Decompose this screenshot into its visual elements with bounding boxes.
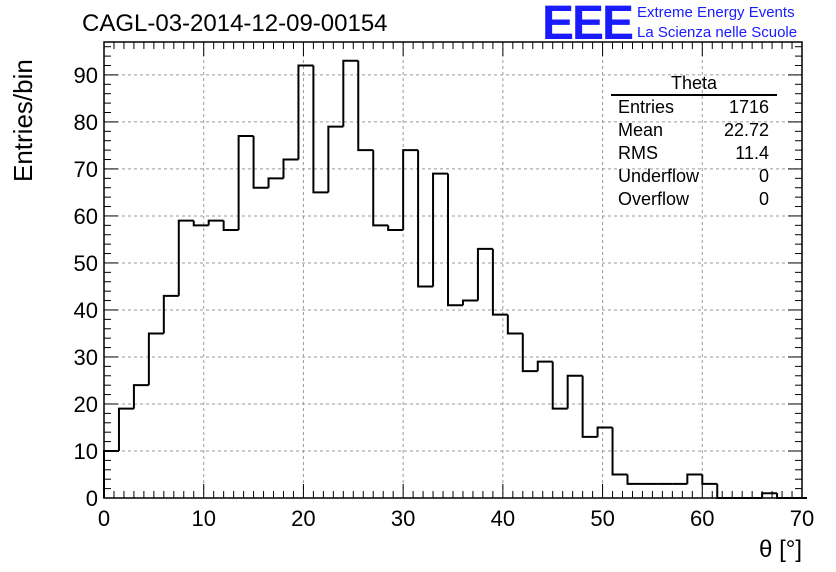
- stats-title: Theta: [611, 74, 777, 96]
- histogram-bin: [447, 173, 463, 307]
- stats-row-overflow: Overflow 0: [611, 188, 777, 211]
- histogram-bin: [402, 149, 419, 231]
- stats-label: Overflow: [618, 189, 690, 209]
- y-tick-label: 40: [74, 298, 98, 323]
- histogram-bin: [596, 426, 613, 437]
- logo-line-2: La Scienza nelle Scuole: [637, 24, 798, 41]
- histogram-bin: [491, 248, 508, 316]
- y-tick-label: 20: [74, 392, 98, 417]
- histogram-bin: [282, 158, 299, 179]
- histogram-bin: [297, 64, 314, 160]
- y-tick-label: 80: [74, 110, 98, 135]
- histogram-bin: [132, 384, 149, 409]
- histogram-bin: [701, 474, 718, 485]
- histogram-bin: [476, 247, 493, 301]
- histogram-bin: [686, 473, 703, 484]
- stats-label: Entries: [618, 97, 675, 117]
- y-tick-label: 30: [74, 345, 98, 370]
- histogram-bin: [461, 299, 478, 306]
- histogram-bin: [716, 483, 733, 499]
- stats-row-underflow: Underflow 0: [611, 165, 777, 188]
- histogram-bin: [267, 177, 284, 188]
- histogram-bin: [566, 374, 583, 409]
- grid-lines: [104, 42, 802, 498]
- histogram-bin: [222, 220, 239, 232]
- x-tick-label: 40: [491, 506, 515, 531]
- logo-line-1: Extreme Energy Events: [637, 4, 795, 21]
- stats-value: 22.72: [723, 120, 769, 140]
- x-tick-label: 0: [98, 506, 110, 531]
- stats-value: 0: [758, 189, 769, 209]
- y-tick-label: 70: [74, 157, 98, 182]
- histogram-bin: [417, 150, 434, 288]
- histogram-bin: [506, 314, 523, 335]
- x-tick-label: 50: [590, 506, 614, 531]
- histogram-bin: [387, 225, 404, 232]
- histogram-bin: [312, 65, 329, 194]
- stats-row-entries: Entries 1716: [611, 96, 777, 119]
- stats-label: RMS: [618, 143, 658, 163]
- stats-label: Mean: [618, 120, 664, 140]
- histogram-bin: [432, 172, 449, 287]
- y-tick-label: 90: [74, 63, 98, 88]
- histogram-bin: [147, 332, 164, 386]
- histogram-steps: [103, 59, 807, 499]
- y-tick-label: 10: [74, 439, 98, 464]
- histogram-bin: [581, 375, 598, 438]
- stats-row-mean: Mean 22.72: [611, 119, 777, 142]
- histogram-bin: [162, 294, 179, 334]
- histogram-bin: [521, 333, 538, 373]
- stats-value: 1716: [728, 97, 769, 117]
- histogram-bin: [372, 150, 389, 227]
- stats-box: Theta Entries 1716 Mean 22.72 RMS 11.4 U…: [611, 74, 777, 211]
- histogram-bin: [357, 60, 374, 152]
- x-axis-label: θ [°]: [759, 536, 802, 563]
- histogram-bin: [536, 360, 553, 372]
- x-tick-label: 60: [690, 506, 714, 531]
- histogram-bin: [117, 407, 134, 451]
- x-tick-label: 10: [191, 506, 215, 531]
- plot-title: CAGL-03-2014-12-09-00154: [82, 10, 388, 37]
- histogram-bin: [237, 135, 254, 231]
- x-tick-label: 30: [391, 506, 415, 531]
- histogram-bin: [103, 449, 119, 498]
- histogram-bin: [207, 219, 224, 226]
- histogram-bin: [192, 220, 209, 227]
- y-tick-label: 60: [74, 204, 98, 229]
- stats-value: 0: [758, 166, 769, 186]
- stats-row-rms: RMS 11.4: [611, 142, 777, 165]
- eee-logo: EEE: [542, 0, 634, 50]
- y-tick-label: 0: [86, 486, 98, 511]
- histogram-bin: [342, 59, 359, 127]
- x-tick-label: 20: [291, 506, 315, 531]
- histogram-bin: [611, 427, 628, 476]
- axes: 0 10 20 30 40 50 60 70 0 10 20 30 40 50 60 70 80 90: [74, 41, 814, 531]
- histogram-bin: [252, 136, 269, 189]
- y-tick-label: 50: [74, 251, 98, 276]
- histogram-bin: [551, 361, 568, 410]
- stats-label: Underflow: [618, 166, 700, 186]
- stats-value: 11.4: [735, 143, 769, 163]
- x-tick-label: 70: [790, 506, 814, 531]
- histogram-bin: [327, 125, 344, 193]
- y-axis-label: Entries/bin: [8, 59, 38, 182]
- histogram-bin: [626, 474, 643, 485]
- histogram-bin: [177, 219, 194, 296]
